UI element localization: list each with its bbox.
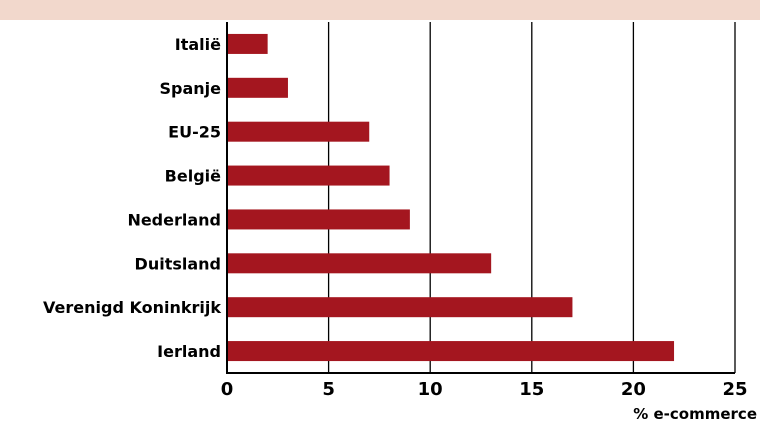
header-band	[0, 0, 760, 20]
bar-itali-	[227, 33, 268, 54]
category-label: Ierland	[157, 342, 221, 361]
x-tick-label: 0	[221, 379, 234, 400]
x-tick-label: 15	[519, 379, 544, 400]
category-label: Nederland	[127, 210, 221, 229]
category-labels: Italië Spanje EU-25 België Nederland Duitslan…	[43, 35, 221, 361]
x-tick-labels: 0 5 10 15 20 25	[221, 379, 748, 400]
axes	[226, 22, 735, 374]
x-tick-label: 10	[418, 379, 443, 400]
bar-belgi-	[227, 165, 390, 186]
x-tick-label: 25	[722, 379, 747, 400]
x-tick-label: 20	[621, 379, 646, 400]
bar-spanje	[227, 77, 288, 98]
category-label: België	[165, 167, 221, 186]
bar-nederland	[227, 209, 410, 230]
category-label: Italië	[175, 35, 221, 54]
category-label: Duitsland	[135, 254, 221, 273]
category-label: Spanje	[160, 79, 222, 98]
x-axis-title: % e-commerce	[633, 405, 757, 423]
bar-verenigd-koninkrijk	[227, 297, 573, 318]
bars	[227, 33, 675, 362]
category-label: EU-25	[168, 123, 221, 142]
bar-ierland	[227, 341, 675, 362]
grid-lines	[327, 22, 736, 373]
category-label: Verenigd Koninkrijk	[43, 298, 221, 317]
bar-duitsland	[227, 253, 492, 274]
x-tick-label: 5	[322, 379, 335, 400]
bar-eu-25	[227, 121, 370, 142]
